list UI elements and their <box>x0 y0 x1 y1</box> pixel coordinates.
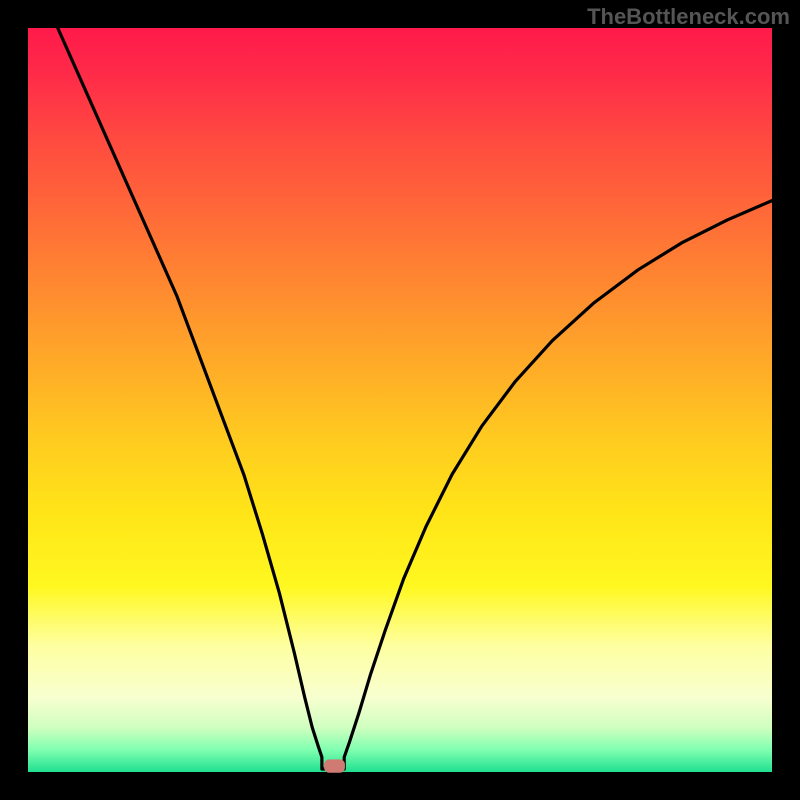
bottleneck-chart: TheBottleneck.com <box>0 0 800 800</box>
chart-svg <box>0 0 800 800</box>
watermark-label: TheBottleneck.com <box>587 4 790 30</box>
